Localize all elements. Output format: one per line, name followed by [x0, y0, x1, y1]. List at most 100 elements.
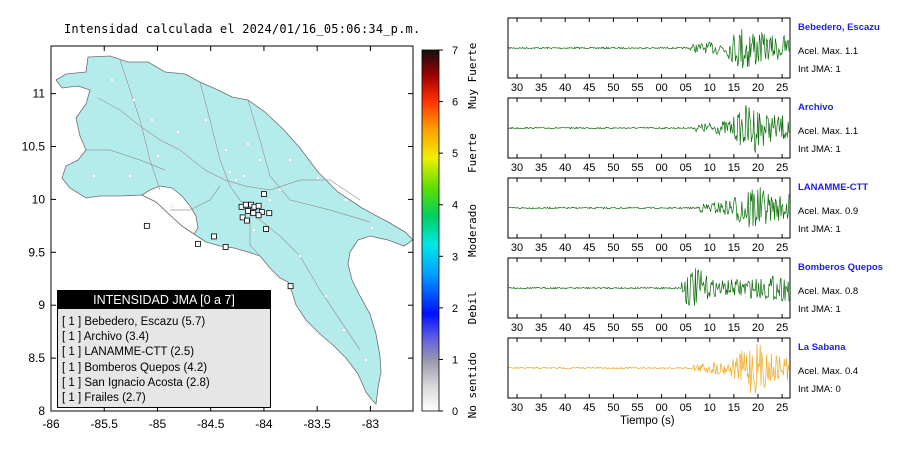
map-title: Intensidad calculada el 2024/01/16_05:06… [64, 22, 421, 36]
station-max-accel: Acel. Max. 0.4 [798, 366, 859, 377]
colorbar-tick-label: 6 [452, 97, 458, 109]
colorbar-category-label: Moderado [466, 204, 479, 257]
trace-x-tick-label: 20 [752, 322, 764, 334]
colorbar-tick-label: 7 [452, 45, 458, 57]
trace-x-tick-label: 35 [535, 242, 547, 254]
colorbar-tick-label: 0 [452, 406, 458, 418]
waveform-trace [508, 268, 790, 306]
station-marker [195, 240, 201, 247]
trace-x-tick-label: 55 [631, 402, 643, 414]
trace-x-tick-label: 40 [559, 242, 571, 254]
trace-x-tick-label: 10 [704, 322, 716, 334]
station-name: Archivo [798, 102, 834, 113]
trace-x-tick-label: 25 [776, 162, 788, 174]
colorbar-category-label: Debil [466, 291, 479, 324]
map-y-tick-label: 9 [38, 298, 45, 312]
colorbar-tick-label: 3 [452, 251, 458, 263]
map-x-tick-label: -85 [149, 417, 167, 431]
trace-x-tick-label: 30 [511, 82, 523, 94]
seismogram-panels: 30 35 40 45 50 55 00 05 10 15 20 25 30 35 40 45 50 55 00 05… [507, 17, 791, 414]
trace-x-tick-label: 40 [559, 82, 571, 94]
trace-panel [507, 337, 791, 399]
trace-x-tick-label: 55 [631, 242, 643, 254]
trace-x-tick-label: 05 [680, 402, 692, 414]
station-marker [210, 233, 217, 240]
colorbar-tick-label: 5 [452, 148, 458, 160]
station-marker [245, 208, 251, 214]
trace-x-tick-label: 10 [704, 402, 716, 414]
trace-x-tick-label: 00 [655, 322, 667, 334]
trace-x-tick-label: 25 [776, 402, 788, 414]
trace-x-tick-label: 10 [704, 242, 716, 254]
station-jma-intensity: Int JMA: 1 [798, 144, 841, 155]
trace-x-tick-label: 50 [607, 82, 619, 94]
trace-x-tick-label: 00 [655, 402, 667, 414]
trace-x-tick-label: 25 [776, 242, 788, 254]
trace-x-tick-label: 00 [655, 162, 667, 174]
map-x-tick-label: -83 [362, 417, 380, 431]
trace-x-tick-label: 40 [559, 322, 571, 334]
legend-item: [ 1 ] LANAMME-CTT (2.5) [62, 346, 195, 359]
station-name: La Sabana [798, 342, 846, 353]
trace-x-tick-label: 45 [583, 402, 595, 414]
station-marker [255, 212, 262, 219]
map-y-tick-label: 8.5 [28, 351, 45, 365]
station-marker [287, 283, 294, 290]
map-x-tick-label: -85.5 [91, 417, 119, 431]
station-marker [261, 191, 267, 198]
map-y-tick-label: 11 [33, 87, 46, 101]
trace-x-tick-label: 05 [680, 162, 692, 174]
trace-x-tick-label: 50 [607, 242, 619, 254]
trace-x-tick-label: 45 [583, 162, 595, 174]
trace-x-tick-label: 15 [728, 162, 740, 174]
intensity-legend: INTENSIDAD JMA [0 a 7] [ 1 ] Bebedero, E… [57, 290, 271, 408]
station-jma-intensity: Int JMA: 1 [798, 224, 841, 235]
trace-x-tick-label: 15 [728, 402, 740, 414]
station-marker [244, 217, 250, 224]
colorbar-category-label: Fuerte [466, 133, 479, 173]
trace-x-tick-label: 55 [631, 162, 643, 174]
waveform-trace [508, 344, 790, 394]
map-x-tick-label: -84 [255, 417, 273, 431]
map-y-tick-label: 10.5 [22, 140, 46, 154]
map-y-tick-label: 8 [38, 404, 45, 418]
station-marker [143, 222, 150, 229]
trace-x-tick-label: 35 [535, 402, 547, 414]
trace-x-tick-label: 50 [607, 402, 619, 414]
station-name: Bomberos Quepos [798, 262, 883, 273]
trace-x-tick-label: 15 [728, 322, 740, 334]
legend-item: [ 1 ] Archivo (3.4) [62, 331, 149, 344]
station-marker [242, 201, 249, 208]
station-jma-intensity: Int JMA: 0 [798, 384, 841, 395]
map-x-tick-label: -86 [42, 417, 60, 431]
costa-rica-land [55, 55, 414, 405]
time-axis-label: Tiempo (s) [620, 415, 675, 427]
trace-x-tick-label: 15 [728, 242, 740, 254]
intensity-stations [143, 191, 294, 290]
legend-header: INTENSIDAD JMA [0 a 7] [58, 291, 270, 309]
station-name: LANAMME-CTT [798, 182, 869, 193]
trace-x-tick-label: 35 [535, 82, 547, 94]
trace-x-tick-label: 10 [704, 162, 716, 174]
waveform-trace [508, 104, 790, 153]
station-marker [255, 202, 262, 209]
colorbar-category-label: No sentido [466, 352, 479, 418]
trace-x-tick-label: 25 [776, 322, 788, 334]
legend-item: [ 1 ] Bebedero, Escazu (5.7) [62, 316, 206, 328]
station-marker [258, 209, 265, 216]
legend-item: [ 1 ] Frailes (2.7) [62, 392, 146, 405]
trace-x-tick-label: 20 [752, 162, 764, 174]
trace-x-tick-label: 30 [511, 322, 523, 334]
trace-x-tick-label: 40 [559, 162, 571, 174]
colorbar-tick-label: 2 [452, 303, 458, 315]
trace-x-tick-label: 35 [535, 322, 547, 334]
station-marker [222, 244, 229, 250]
station-marker [250, 210, 257, 217]
map-axes: -86 -85.5 -85 -84.5 -84 -83.5 -83 11 10.5 10 9.5 9 8… [22, 46, 413, 431]
trace-x-tick-label: 40 [559, 402, 571, 414]
trace-x-tick-label: 50 [607, 322, 619, 334]
intensity-colorbar [421, 49, 440, 412]
station-marker [266, 210, 273, 217]
legend-list: [ 1 ] Bebedero, Escazu (5.7) [ 1 ] Archiv… [62, 315, 270, 406]
map-x-tick-label: -83.5 [303, 417, 331, 431]
